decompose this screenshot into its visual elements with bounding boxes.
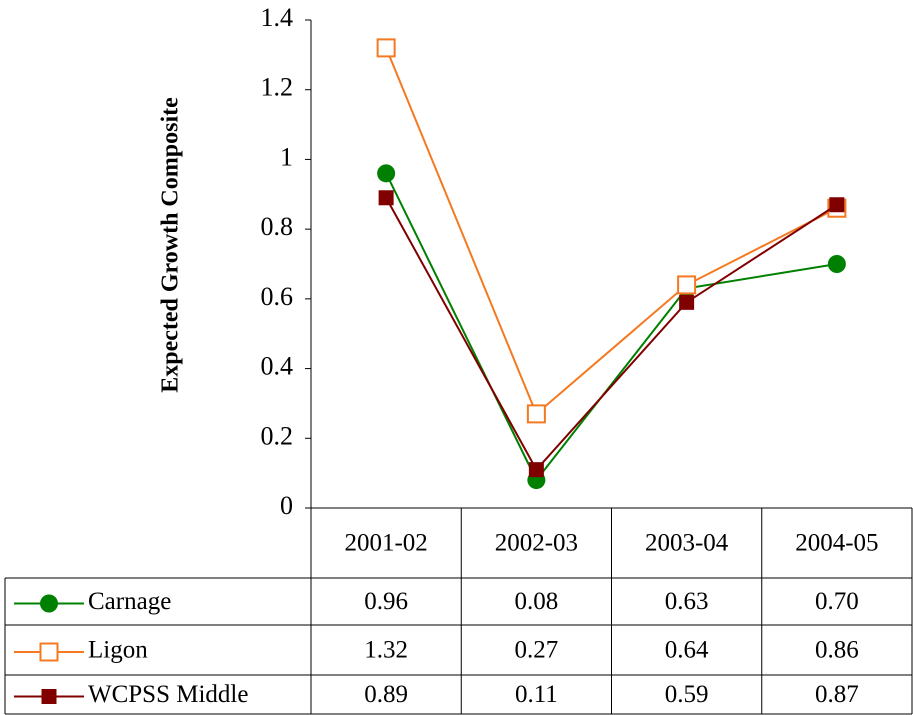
y-tick-label: 1.4 — [261, 3, 294, 32]
x-tick-label: 2003-04 — [645, 530, 729, 557]
y-axis-label: Expected Growth Composite — [158, 97, 184, 393]
y-tick-label: 1 — [280, 142, 293, 171]
point — [679, 294, 695, 310]
y-tick-label: 0.4 — [261, 352, 294, 381]
y-tick-label: 1.2 — [261, 73, 294, 102]
table-value: 0.08 — [515, 588, 559, 615]
x-tick-label: 2001-02 — [344, 530, 427, 557]
table-value: 0.27 — [515, 637, 559, 664]
point — [377, 164, 396, 183]
table-value: 0.59 — [665, 681, 709, 708]
legend-marker — [41, 689, 57, 704]
point — [677, 275, 697, 295]
table-value: 0.89 — [364, 681, 408, 708]
table-value: 0.86 — [815, 637, 859, 664]
legend-label: WCPSS Middle — [88, 681, 248, 708]
y-tick-label: 0.2 — [261, 421, 294, 450]
point — [829, 197, 845, 213]
x-tick-label: 2004-05 — [795, 530, 878, 557]
point — [376, 38, 396, 58]
table-value: 0.11 — [515, 681, 558, 708]
point — [827, 255, 846, 273]
table-value: 1.32 — [364, 637, 408, 664]
table-value: 0.87 — [815, 681, 859, 708]
series-line — [385, 197, 838, 472]
point — [378, 190, 394, 206]
y-tick-label: 0.8 — [261, 212, 294, 241]
legend-label: Ligon — [88, 637, 148, 664]
table-value: 0.63 — [665, 588, 709, 615]
legend-label: Carnage — [88, 588, 171, 615]
legend-marker — [40, 594, 58, 613]
table-value: 0.96 — [364, 588, 408, 615]
point — [526, 404, 546, 424]
table-value: 0.70 — [815, 588, 859, 615]
series-line — [385, 172, 838, 482]
legend-marker — [39, 642, 59, 662]
table-value: 0.64 — [665, 637, 709, 664]
series-line — [385, 47, 838, 416]
x-tick-label: 2002-03 — [495, 530, 578, 557]
y-tick-label: 0 — [280, 491, 293, 520]
point — [528, 462, 544, 478]
y-tick-label: 0.6 — [261, 282, 294, 311]
